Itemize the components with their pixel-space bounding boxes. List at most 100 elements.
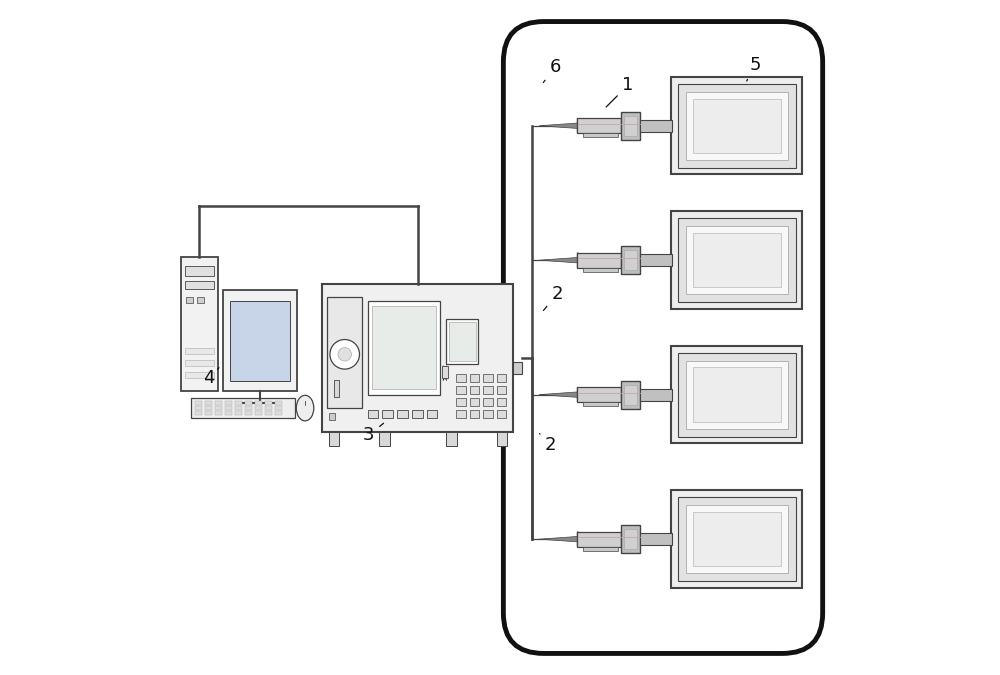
Bar: [577, 387, 621, 402]
Bar: [671, 77, 802, 174]
Bar: [255, 412, 262, 416]
Bar: [483, 398, 493, 406]
Bar: [624, 115, 637, 136]
Bar: [215, 406, 222, 410]
Polygon shape: [539, 257, 577, 263]
Bar: [205, 401, 212, 405]
Bar: [225, 401, 232, 405]
Bar: [275, 406, 282, 410]
Bar: [186, 297, 193, 302]
Bar: [265, 406, 272, 410]
Text: 4: 4: [203, 368, 219, 387]
Bar: [583, 547, 618, 551]
Bar: [329, 431, 339, 446]
Bar: [456, 386, 466, 394]
FancyBboxPatch shape: [503, 22, 823, 653]
Bar: [483, 374, 493, 382]
Bar: [427, 410, 437, 418]
Bar: [191, 398, 295, 418]
Bar: [577, 532, 621, 547]
Bar: [275, 412, 282, 416]
Bar: [215, 412, 222, 416]
Bar: [678, 497, 796, 581]
Bar: [577, 253, 621, 267]
Bar: [470, 374, 479, 382]
Polygon shape: [539, 123, 577, 128]
Bar: [397, 410, 408, 418]
Bar: [640, 119, 672, 132]
Bar: [205, 406, 212, 410]
Bar: [456, 410, 466, 418]
Bar: [671, 491, 802, 588]
Text: 6: 6: [543, 57, 561, 82]
Text: 3: 3: [363, 423, 384, 444]
Bar: [483, 410, 493, 418]
Bar: [255, 406, 262, 410]
Bar: [671, 346, 802, 443]
Bar: [368, 300, 440, 395]
Bar: [255, 401, 262, 405]
Bar: [205, 412, 212, 416]
Bar: [497, 386, 506, 394]
Bar: [640, 254, 672, 266]
Bar: [245, 401, 252, 405]
Bar: [230, 300, 290, 381]
Bar: [577, 118, 621, 133]
Bar: [197, 297, 204, 302]
Bar: [497, 431, 507, 446]
Polygon shape: [577, 387, 587, 402]
Bar: [686, 92, 788, 160]
Bar: [235, 401, 242, 405]
Bar: [621, 246, 640, 274]
Bar: [245, 406, 252, 410]
Bar: [678, 352, 796, 437]
Bar: [693, 512, 781, 566]
Text: 2: 2: [540, 433, 556, 454]
Ellipse shape: [296, 396, 314, 421]
Bar: [327, 297, 362, 408]
Bar: [195, 406, 202, 410]
Bar: [624, 385, 637, 405]
Bar: [497, 374, 506, 382]
Bar: [621, 111, 640, 140]
Circle shape: [338, 348, 351, 361]
Bar: [583, 267, 618, 271]
Bar: [640, 389, 672, 401]
Bar: [686, 226, 788, 294]
Bar: [442, 366, 448, 378]
Text: 5: 5: [747, 56, 761, 81]
Bar: [621, 381, 640, 409]
Bar: [686, 360, 788, 429]
Bar: [640, 533, 672, 545]
Bar: [185, 266, 214, 275]
Bar: [185, 360, 214, 366]
Bar: [456, 374, 466, 382]
Polygon shape: [577, 532, 587, 547]
Bar: [181, 256, 218, 392]
Bar: [678, 84, 796, 168]
Bar: [235, 406, 242, 410]
Bar: [265, 412, 272, 416]
Bar: [379, 431, 390, 446]
Bar: [624, 250, 637, 270]
Bar: [470, 410, 479, 418]
Bar: [446, 431, 457, 446]
Bar: [329, 413, 335, 419]
Bar: [583, 402, 618, 406]
Bar: [185, 348, 214, 354]
Bar: [497, 410, 506, 418]
Bar: [449, 322, 476, 361]
Bar: [678, 218, 796, 302]
Bar: [368, 410, 378, 418]
Polygon shape: [577, 118, 587, 133]
Bar: [456, 398, 466, 406]
Bar: [223, 290, 297, 392]
Bar: [225, 412, 232, 416]
Bar: [513, 362, 522, 375]
Bar: [624, 529, 637, 549]
Polygon shape: [539, 392, 577, 398]
Bar: [497, 398, 506, 406]
Bar: [185, 373, 214, 378]
Bar: [334, 380, 339, 397]
Bar: [583, 133, 618, 137]
